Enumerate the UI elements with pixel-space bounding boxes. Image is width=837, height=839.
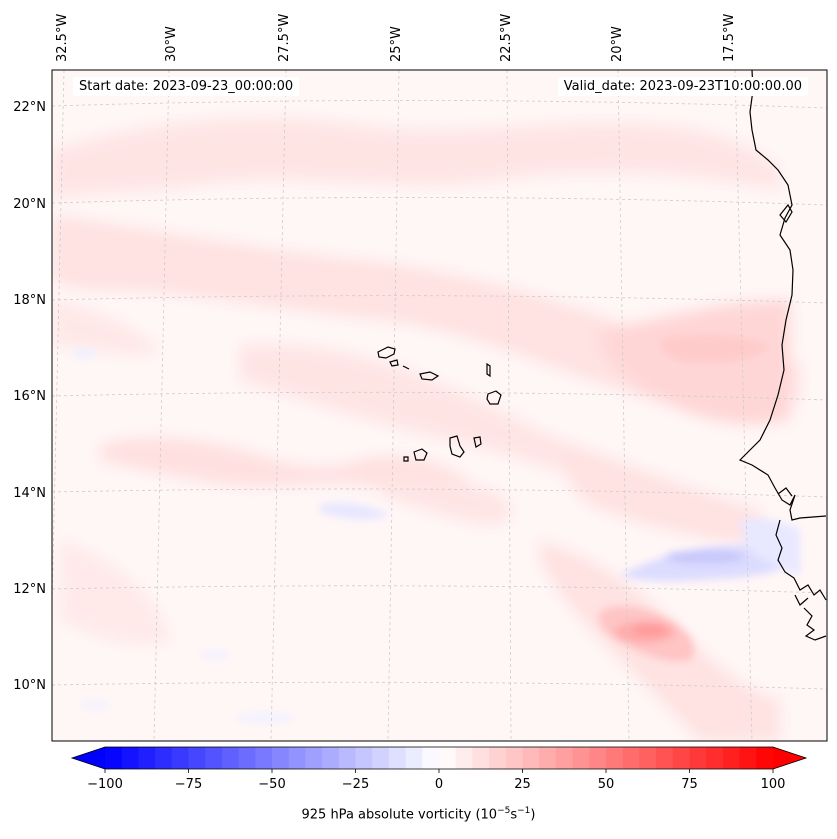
lat-label: 16°N [13,389,46,404]
start-date-label: Start date: 2023-09-23_00:00:00 [73,77,300,96]
colorbar-cell [472,747,490,769]
lat-label: 20°N [13,197,46,212]
colorbar-tick-label: −100 [87,777,123,792]
colorbar-cell [639,747,657,769]
colorbar-cell [622,747,640,769]
colorbar-cell [672,747,691,769]
lat-label: 22°N [13,100,46,115]
lon-label: 17.5°W [722,14,737,62]
colorbar-cell [155,747,173,769]
colorbar-cell [589,747,607,769]
colorbar-cell [555,747,574,769]
lon-label: 22.5°W [499,14,514,62]
colorbar-cell [171,747,190,769]
lon-label: 32.5°W [55,14,70,62]
colorbar-tick-label: −25 [342,777,369,792]
colorbar-cell [388,747,407,769]
colorbar-label-unit: s [510,807,518,823]
colorbar-cell [288,747,306,769]
colorbar-tick-label: 100 [761,777,786,792]
colorbar-cell [121,747,139,769]
colorbar-cell [739,747,757,769]
colorbar-cell [572,747,590,769]
colorbar-label: 925 hPa absolute vorticity (10−5s−1) [0,806,837,822]
colorbar-cell [422,747,440,769]
colorbar-cell [756,747,774,769]
colorbar-high-extension [773,747,806,769]
colorbar-cell [205,747,223,769]
colorbar-cell [505,747,524,769]
lon-label: 25°W [389,26,404,62]
colorbar-cell [322,747,340,769]
colorbar-low-extension [72,747,105,769]
lon-label: 30°W [164,26,179,62]
colorbar-cell [606,747,624,769]
graticule [52,70,827,741]
colorbar-cell [188,747,206,769]
colorbar-tick-label: −50 [258,777,285,792]
colorbar-cell [272,747,290,769]
map-panel [52,70,827,741]
colorbar-tick-label: −75 [175,777,202,792]
colorbar-cell [338,747,357,769]
colorbar-ticks: −100 −75 −50 −25 0 25 50 75 100 [87,769,785,792]
colorbar-cell [489,747,507,769]
colorbar-cell [255,747,273,769]
colorbar-cell [455,747,473,769]
colorbar-cell [238,747,256,769]
colorbar-cell [372,747,390,769]
lat-label: 18°N [13,293,46,308]
longitude-labels: 32.5°W 30°W 27.5°W 25°W 22.5°W 20°W 17.5… [55,14,737,62]
colorbar-label-main: 925 hPa absolute vorticity (10 [301,807,498,823]
colorbar-cell [689,747,707,769]
colorbar-cell [105,747,123,769]
colorbar-cell [656,747,674,769]
colorbar-cell [722,747,741,769]
latitude-labels: 22°N 20°N 18°N 16°N 14°N 12°N 10°N [13,100,46,693]
colorbar-label-close: ) [530,807,536,823]
colorbar-cell [539,747,557,769]
colorbar-cell [522,747,540,769]
lon-label: 20°W [610,26,625,62]
cape-verde-islands [377,346,502,462]
coastline [738,70,827,641]
valid-date-label: Valid_date: 2023-09-23T10:00:00.00 [557,77,808,96]
colorbar-cell [405,747,423,769]
colorbar-tick-label: 50 [598,777,615,792]
colorbar: −100 −75 −50 −25 0 25 50 75 100 [70,746,808,792]
colorbar-cell [355,747,373,769]
colorbar-cells [105,747,774,769]
colorbar-tick-label: 25 [514,777,531,792]
colorbar-cell [706,747,724,769]
lon-label: 27.5°W [277,14,292,62]
colorbar-label-exp2: −1 [517,806,531,816]
colorbar-tick-label: 75 [681,777,698,792]
lat-label: 14°N [13,486,46,501]
lat-label: 10°N [13,678,46,693]
colorbar-tick-label: 0 [435,777,443,792]
colorbar-cell [221,747,240,769]
colorbar-cell [138,747,156,769]
colorbar-cell [439,747,457,769]
lat-label: 12°N [13,582,46,597]
colorbar-cell [305,747,323,769]
colorbar-label-exp1: −5 [497,806,511,816]
map-frame [51,69,828,742]
